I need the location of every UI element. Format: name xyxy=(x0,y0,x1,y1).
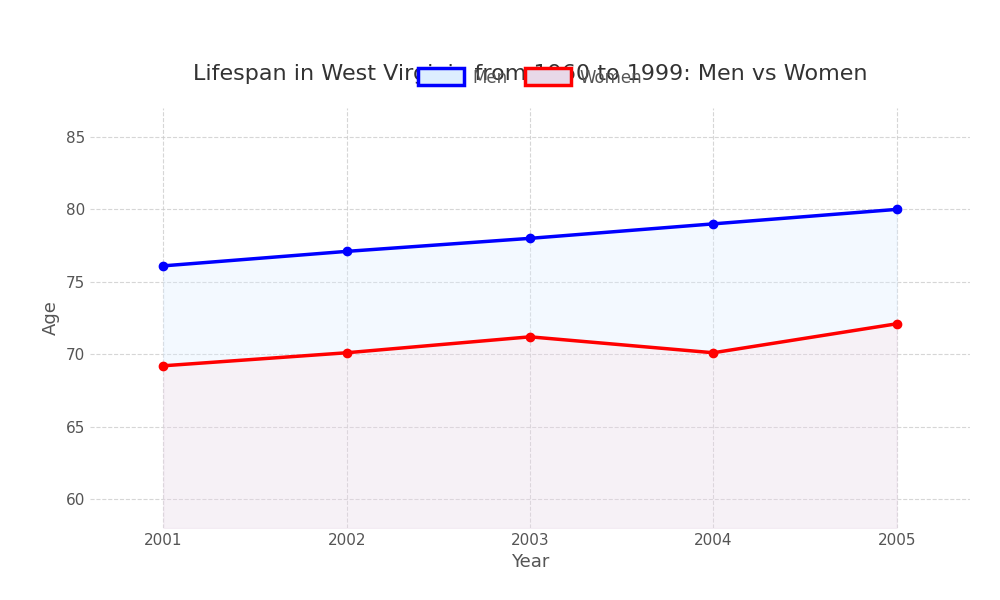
Title: Lifespan in West Virginia from 1960 to 1999: Men vs Women: Lifespan in West Virginia from 1960 to 1… xyxy=(193,64,867,84)
X-axis label: Year: Year xyxy=(511,553,549,571)
Y-axis label: Age: Age xyxy=(42,301,60,335)
Legend: Men, Women: Men, Women xyxy=(411,62,649,93)
